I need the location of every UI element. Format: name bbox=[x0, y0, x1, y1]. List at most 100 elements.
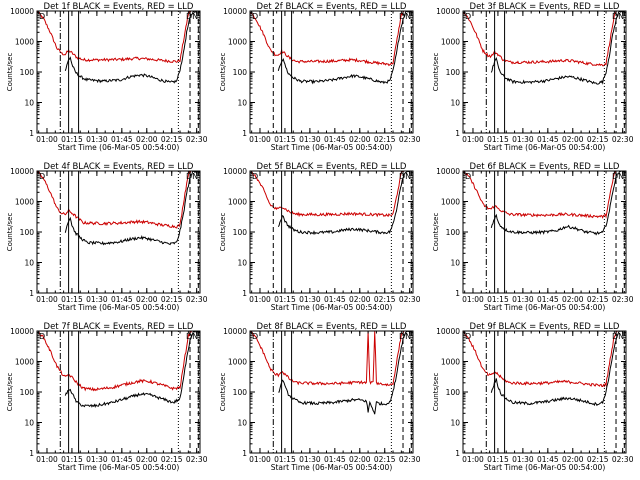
y-axis-label: Counts/sec bbox=[219, 53, 227, 92]
x-tick-label: 01:45 bbox=[324, 455, 346, 464]
events-rate-series bbox=[278, 331, 413, 415]
y-tick-label: 1 bbox=[29, 289, 34, 298]
y-tick-label: 10 bbox=[237, 99, 247, 108]
panel-title: Det 6f BLACK = Events, RED = LLD bbox=[470, 162, 620, 172]
lld-rate-series bbox=[37, 331, 200, 392]
marker-label-right: DN bbox=[612, 172, 624, 181]
x-tick-label: 02:30 bbox=[399, 295, 421, 304]
x-tick-label: 02:15 bbox=[374, 295, 396, 304]
x-tick-label: 01:00 bbox=[462, 135, 484, 144]
y-tick-label: 1000 bbox=[15, 358, 34, 367]
x-tick-label: 02:00 bbox=[562, 295, 584, 304]
lld-rate-series bbox=[250, 171, 413, 218]
x-tick-label: 01:45 bbox=[111, 455, 133, 464]
marker-label-left: D bbox=[252, 332, 258, 341]
y-tick-label: 10000 bbox=[10, 7, 34, 16]
x-axis-label: Start Time (06-Mar-05 00:54:00) bbox=[271, 463, 393, 472]
y-tick-label: 1000 bbox=[441, 198, 460, 207]
x-tick-label: 02:30 bbox=[186, 135, 208, 144]
marker-label-left: D bbox=[39, 12, 45, 21]
x-tick-label: 02:00 bbox=[136, 295, 158, 304]
x-tick-label: 01:30 bbox=[86, 135, 108, 144]
y-tick-label: 100 bbox=[233, 388, 248, 397]
x-tick-label: 01:45 bbox=[537, 135, 559, 144]
y-tick-label: 100 bbox=[446, 228, 461, 237]
y-tick-label: 10 bbox=[450, 419, 460, 428]
marker-label-right: DN bbox=[612, 332, 624, 341]
y-tick-label: 10000 bbox=[436, 167, 460, 176]
y-axis-label: Counts/sec bbox=[6, 213, 14, 252]
x-tick-label: 01:15 bbox=[61, 135, 83, 144]
y-tick-label: 1 bbox=[455, 129, 460, 138]
y-tick-label: 100 bbox=[20, 388, 35, 397]
y-tick-label: 1 bbox=[242, 129, 247, 138]
y-tick-label: 1000 bbox=[441, 38, 460, 47]
marker-label-right: DN bbox=[186, 172, 198, 181]
marker-label-left: D bbox=[252, 172, 258, 181]
x-tick-label: 01:15 bbox=[61, 455, 83, 464]
x-tick-label: 01:30 bbox=[512, 455, 534, 464]
y-tick-label: 10000 bbox=[223, 327, 247, 336]
panel-title: Det 9f BLACK = Events, RED = LLD bbox=[470, 322, 620, 332]
x-tick-label: 02:00 bbox=[562, 135, 584, 144]
x-tick-label: 01:15 bbox=[274, 135, 296, 144]
x-tick-label: 02:15 bbox=[587, 455, 609, 464]
panel-title: Det 4f BLACK = Events, RED = LLD bbox=[44, 162, 194, 172]
events-rate-series bbox=[64, 11, 200, 84]
x-tick-label: 01:00 bbox=[462, 455, 484, 464]
y-axis-label: Counts/sec bbox=[6, 53, 14, 92]
y-axis-label: Counts/sec bbox=[432, 53, 440, 92]
x-tick-label: 02:15 bbox=[374, 135, 396, 144]
events-rate-series bbox=[277, 11, 413, 85]
y-tick-label: 10000 bbox=[223, 167, 247, 176]
y-tick-label: 10000 bbox=[10, 327, 34, 336]
lld-rate-series bbox=[37, 11, 200, 64]
marker-label-right: DN bbox=[186, 12, 198, 21]
x-tick-label: 02:00 bbox=[136, 135, 158, 144]
x-tick-label: 01:15 bbox=[274, 295, 296, 304]
y-tick-label: 1 bbox=[455, 289, 460, 298]
y-tick-label: 10000 bbox=[223, 7, 247, 16]
y-axis-label: Counts/sec bbox=[432, 213, 440, 252]
x-tick-label: 01:00 bbox=[36, 135, 58, 144]
y-tick-label: 100 bbox=[20, 228, 35, 237]
events-rate-series bbox=[277, 171, 413, 236]
events-rate-series bbox=[490, 331, 626, 407]
panel-title: Det 3f BLACK = Events, RED = LLD bbox=[470, 2, 620, 12]
x-tick-label: 01:30 bbox=[299, 455, 321, 464]
y-tick-label: 1000 bbox=[228, 198, 247, 207]
marker-label-left: D bbox=[465, 332, 471, 341]
x-axis-label: Start Time (06-Mar-05 00:54:00) bbox=[58, 463, 180, 472]
plot-frame bbox=[36, 170, 201, 294]
x-tick-label: 02:15 bbox=[587, 135, 609, 144]
x-tick-label: 01:00 bbox=[249, 135, 271, 144]
y-tick-label: 1 bbox=[242, 289, 247, 298]
x-tick-label: 02:15 bbox=[161, 455, 183, 464]
panel-title: Det 8f BLACK = Events, RED = LLD bbox=[257, 322, 407, 332]
y-tick-label: 10 bbox=[24, 419, 34, 428]
x-tick-label: 01:30 bbox=[86, 455, 108, 464]
x-tick-label: 02:15 bbox=[374, 455, 396, 464]
x-axis-label: Start Time (06-Mar-05 00:54:00) bbox=[271, 303, 393, 312]
x-tick-label: 01:30 bbox=[512, 135, 534, 144]
x-tick-label: 02:30 bbox=[612, 135, 634, 144]
y-tick-label: 10000 bbox=[436, 7, 460, 16]
x-tick-label: 01:45 bbox=[111, 295, 133, 304]
panel-title: Det 2f BLACK = Events, RED = LLD bbox=[257, 2, 407, 12]
y-tick-label: 100 bbox=[233, 68, 248, 77]
y-axis-label: Counts/sec bbox=[6, 373, 14, 412]
marker-label-left: D bbox=[39, 172, 45, 181]
marker-label-left: D bbox=[39, 332, 45, 341]
x-tick-label: 01:45 bbox=[324, 135, 346, 144]
x-tick-label: 02:30 bbox=[612, 295, 634, 304]
y-tick-label: 10 bbox=[24, 259, 34, 268]
x-tick-label: 01:30 bbox=[299, 295, 321, 304]
lld-rate-series bbox=[463, 331, 626, 388]
y-tick-label: 1 bbox=[455, 449, 460, 458]
y-tick-label: 1000 bbox=[15, 198, 34, 207]
marker-label-right: DN bbox=[612, 12, 624, 21]
x-tick-label: 01:45 bbox=[537, 295, 559, 304]
